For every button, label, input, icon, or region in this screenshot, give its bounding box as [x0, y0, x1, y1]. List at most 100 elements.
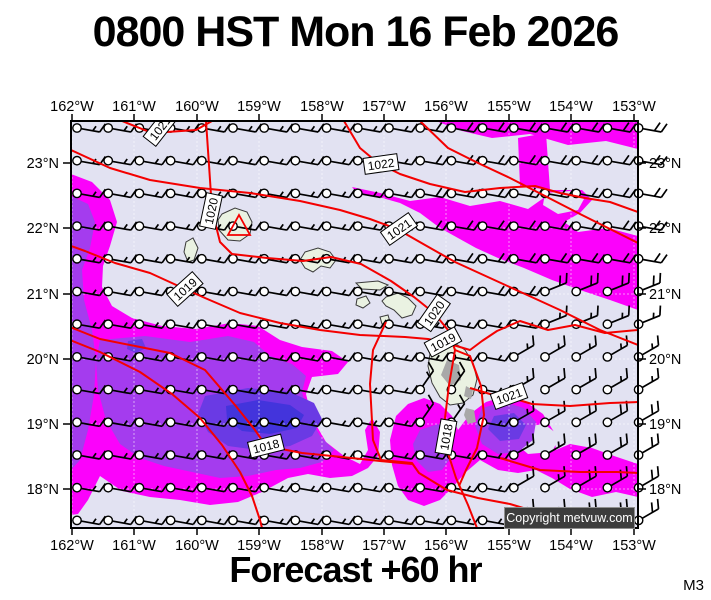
station-circle — [384, 384, 394, 395]
station-circle — [384, 515, 394, 526]
station-circle — [602, 123, 613, 133]
station-circle — [259, 351, 270, 362]
station-circle — [477, 286, 488, 297]
station-circle — [415, 450, 426, 460]
station-circle — [103, 221, 114, 232]
station-circle — [228, 253, 238, 264]
station-circle — [352, 482, 363, 493]
station-circle — [72, 450, 82, 460]
forecast-label: Forecast +60 hr — [229, 549, 482, 590]
lon-axis-label: 155°W — [487, 99, 531, 115]
station-circle — [352, 286, 363, 297]
station-circle — [540, 450, 550, 460]
station-circle — [384, 417, 394, 428]
lon-axis-label: 156°W — [424, 99, 468, 115]
wind-barb — [579, 368, 597, 389]
station-circle — [72, 417, 82, 428]
station-circle — [571, 286, 582, 297]
terrain-shade — [464, 408, 476, 424]
lon-axis-label: 155°W — [487, 538, 531, 554]
island-niihau — [183, 237, 199, 263]
station-circle — [384, 450, 394, 460]
wind-barb — [641, 368, 660, 389]
isobar-label: 1022 — [362, 153, 400, 175]
station-circle — [321, 515, 332, 526]
svg-text:1018: 1018 — [437, 422, 455, 451]
station-circle — [72, 188, 82, 199]
wind-barb — [548, 433, 566, 454]
wind-barb — [453, 394, 466, 420]
station-circle — [103, 482, 114, 493]
station-circle — [384, 253, 394, 264]
station-circle — [134, 515, 145, 526]
station-circle — [446, 515, 457, 526]
station-circle — [446, 123, 457, 133]
station-circle — [508, 155, 519, 166]
station-circle — [321, 351, 332, 362]
station-circle — [352, 155, 363, 166]
station-circle — [72, 482, 82, 493]
wind-barb — [610, 272, 631, 291]
station-circle — [540, 384, 550, 395]
station-circle — [384, 188, 394, 199]
station-circle — [228, 319, 238, 330]
island-lanai — [355, 295, 371, 309]
station-circle — [352, 319, 363, 330]
wind-barb — [641, 466, 660, 487]
lon-axis-label: 153°W — [612, 99, 656, 115]
station-circle — [72, 515, 82, 526]
lat-axis-label: 21°N — [649, 287, 681, 303]
station-circle — [602, 319, 613, 330]
station-circle — [165, 221, 176, 232]
lat-axis-label: 21°N — [27, 287, 59, 303]
station-circle — [72, 123, 82, 133]
lon-axis-label: 161°W — [112, 538, 156, 554]
isobar — [121, 121, 213, 134]
station-circle — [540, 123, 550, 133]
station-circle — [602, 417, 613, 428]
station-circle — [321, 188, 332, 199]
wind-barb — [610, 305, 631, 324]
station-circle — [228, 123, 238, 133]
station-circle — [196, 417, 207, 428]
lat-axis-label: 23°N — [649, 156, 681, 172]
station-circle — [415, 515, 426, 526]
wind-barb — [641, 498, 660, 520]
lon-axis-label: 153°W — [612, 538, 656, 554]
station-circle — [477, 515, 488, 526]
wind-barb — [642, 122, 668, 133]
station-circle — [290, 221, 301, 232]
station-circle — [571, 253, 582, 264]
station-circle — [259, 221, 270, 232]
isobar — [71, 149, 638, 346]
station-circle — [165, 188, 176, 199]
lat-axis-label: 23°N — [27, 156, 59, 172]
station-circle — [196, 319, 207, 330]
station-circle — [321, 155, 332, 166]
station-circle — [72, 384, 82, 395]
svg-text:1020: 1020 — [202, 196, 221, 225]
station-circle — [477, 319, 488, 330]
station-circle — [134, 384, 145, 395]
station-circle — [384, 482, 394, 493]
station-circle — [321, 417, 332, 428]
wind-barb-layer — [72, 122, 668, 526]
lat-axis-label: 22°N — [27, 221, 59, 237]
lon-axis-label: 157°W — [362, 538, 406, 554]
station-circle — [290, 155, 301, 166]
station-circle — [103, 417, 114, 428]
station-circle — [259, 384, 270, 395]
station-circle — [446, 221, 457, 232]
station-circle — [352, 384, 363, 395]
station-circle — [571, 482, 582, 493]
station-circle — [103, 123, 114, 133]
lon-axis-label: 159°W — [237, 99, 281, 115]
station-circle — [228, 417, 238, 428]
station-circle — [477, 123, 488, 133]
station-circle — [103, 319, 114, 330]
station-circle — [290, 384, 301, 395]
isobar-label: 1018 — [246, 433, 286, 459]
station-circle — [321, 221, 332, 232]
wind-barb — [610, 433, 629, 454]
station-circle — [321, 384, 332, 395]
